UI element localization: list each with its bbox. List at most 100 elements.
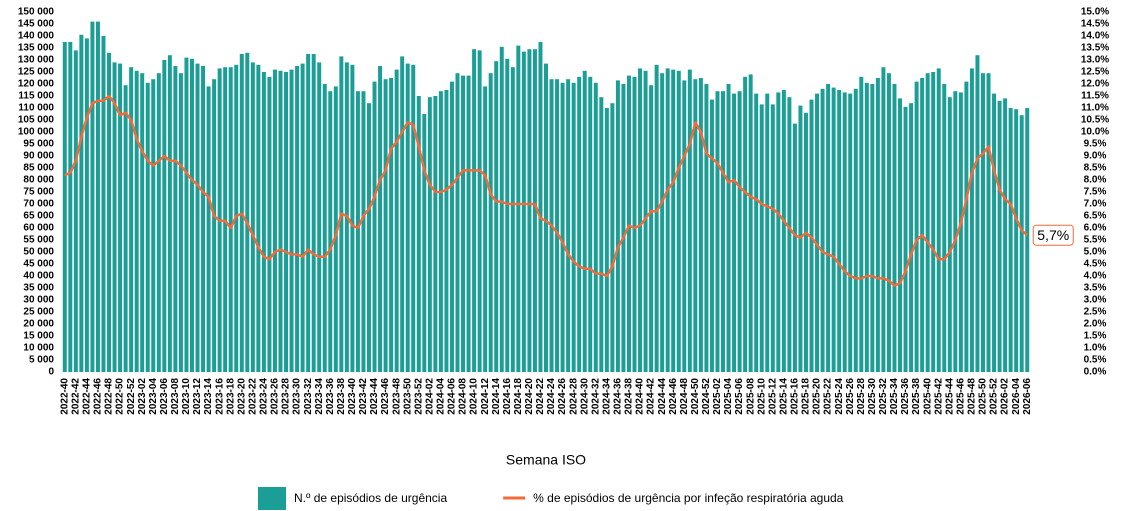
bar [173, 66, 178, 372]
bar [107, 52, 112, 373]
bar [145, 82, 150, 373]
bar [566, 79, 571, 372]
bar [881, 67, 886, 372]
bar [367, 103, 371, 372]
bar [792, 123, 797, 372]
bar [201, 66, 206, 372]
bar [643, 70, 648, 373]
bar [693, 79, 698, 372]
x-tick-label: 2024-22 [535, 378, 546, 415]
y-tick-label: 15 000 [23, 331, 54, 342]
y-tick-label: 80 000 [23, 175, 54, 186]
y-tick-label: 150 000 [18, 7, 55, 18]
y2-tick-label: 11.5% [1081, 91, 1109, 102]
x-tick-label: 2023-08 [170, 378, 181, 415]
x-tick-label: 2025-34 [889, 378, 900, 415]
y2-tick-label: 4.0% [1084, 271, 1107, 282]
y2-tick-label: 3.0% [1084, 295, 1107, 306]
bar [604, 108, 609, 372]
bar [803, 112, 808, 373]
bar [295, 66, 300, 372]
bar [726, 84, 731, 372]
x-tick-label: 2024-36 [613, 378, 624, 415]
bar [472, 49, 477, 372]
x-tick-label: 2024-44 [657, 378, 668, 415]
bar [709, 99, 714, 372]
x-tick-label: 2023-52 [413, 378, 424, 415]
bar [405, 63, 410, 372]
y2-tick-label: 5.0% [1084, 247, 1107, 258]
x-tick-label: 2025-48 [967, 378, 978, 415]
bar [853, 88, 858, 373]
bar [483, 86, 488, 373]
bar [715, 91, 720, 372]
y-tick-label: 60 000 [23, 223, 54, 234]
bar [499, 46, 504, 373]
x-tick-label: 2024-24 [546, 378, 557, 415]
bar [1025, 108, 1030, 372]
x-tick-label: 2023-04 [148, 378, 159, 415]
bar [759, 104, 764, 373]
bar [975, 55, 980, 372]
y-tick-label: 10 000 [23, 343, 54, 354]
x-tick-label: 2023-06 [159, 378, 170, 415]
x-tick-label: 2025-14 [778, 378, 789, 415]
bar [958, 92, 963, 373]
bar [461, 75, 466, 372]
bar [510, 67, 515, 372]
x-tick-label: 2022-48 [104, 378, 115, 415]
bar [969, 68, 974, 373]
bar [864, 82, 869, 373]
x-tick-label: 2025-46 [955, 378, 966, 415]
bar [532, 49, 537, 372]
bar [505, 58, 510, 373]
x-tick-label: 2025-50 [978, 378, 989, 415]
bar [129, 67, 134, 372]
bar [73, 50, 78, 373]
y2-tick-label: 6.0% [1084, 223, 1107, 234]
x-tick-label: 2024-14 [491, 378, 502, 415]
bar [997, 100, 1002, 373]
bar [831, 87, 836, 372]
bar [189, 58, 194, 373]
y2-tick-label: 1.0% [1084, 343, 1107, 354]
x-tick-label: 2023-26 [270, 378, 281, 415]
x-tick-label: 2024-34 [601, 378, 612, 415]
x-tick-label: 2024-42 [646, 378, 657, 415]
bar [687, 69, 692, 372]
x-tick-label: 2023-42 [358, 378, 369, 415]
bar [698, 78, 703, 372]
x-tick-label: 2024-02 [424, 378, 435, 415]
bar [571, 82, 576, 373]
bar [776, 92, 781, 373]
bar [156, 73, 161, 372]
bar [632, 76, 637, 373]
bar [350, 64, 355, 373]
x-tick-label: 2025-30 [867, 378, 878, 415]
bar [649, 85, 654, 372]
bar [378, 66, 383, 372]
y2-tick-label: 13.0% [1081, 55, 1109, 66]
x-tick-label: 2024-52 [701, 378, 712, 415]
y2-tick-label: 6.5% [1084, 211, 1107, 222]
bar [743, 76, 748, 373]
line [64, 94, 1029, 287]
y-tick-label: 40 000 [23, 271, 54, 282]
y2-tick-label: 8.0% [1084, 175, 1107, 186]
legend-swatch [258, 487, 286, 510]
bar [372, 81, 377, 372]
bar [206, 86, 211, 373]
y-tick-label: 110 000 [18, 103, 54, 114]
bar [267, 76, 272, 373]
x-tick-label: 2023-28 [281, 378, 292, 415]
bar [383, 79, 388, 372]
bar [665, 68, 670, 373]
bar [400, 56, 405, 373]
y2-tick-label: 13.5% [1081, 43, 1109, 54]
x-tick-label: 2023-10 [181, 378, 192, 415]
bar [284, 72, 289, 372]
bar [140, 73, 145, 372]
bar [892, 84, 897, 372]
x-tick-label: 2023-22 [247, 378, 258, 415]
